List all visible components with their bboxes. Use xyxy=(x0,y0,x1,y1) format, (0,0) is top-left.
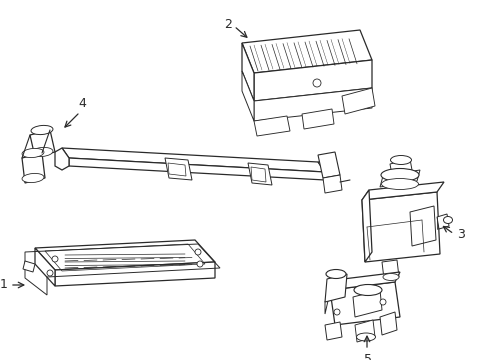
Polygon shape xyxy=(242,43,254,101)
Polygon shape xyxy=(22,153,45,183)
Polygon shape xyxy=(23,261,35,272)
Circle shape xyxy=(334,309,340,315)
Ellipse shape xyxy=(326,270,346,279)
Polygon shape xyxy=(437,214,449,229)
Polygon shape xyxy=(353,290,382,317)
Ellipse shape xyxy=(22,174,44,183)
Polygon shape xyxy=(325,274,347,302)
Polygon shape xyxy=(35,240,215,270)
Polygon shape xyxy=(380,312,397,335)
Circle shape xyxy=(52,256,58,262)
Ellipse shape xyxy=(391,156,412,165)
Polygon shape xyxy=(62,148,325,172)
Text: 1: 1 xyxy=(0,279,8,292)
Circle shape xyxy=(195,249,201,255)
Polygon shape xyxy=(254,88,372,121)
Polygon shape xyxy=(325,280,335,314)
Polygon shape xyxy=(55,148,69,170)
Circle shape xyxy=(313,79,321,87)
Polygon shape xyxy=(165,158,192,180)
Polygon shape xyxy=(318,152,340,178)
Polygon shape xyxy=(35,248,55,286)
Polygon shape xyxy=(323,175,342,193)
Ellipse shape xyxy=(354,284,382,296)
Polygon shape xyxy=(242,71,254,121)
Polygon shape xyxy=(342,88,375,114)
Polygon shape xyxy=(362,190,372,262)
Polygon shape xyxy=(325,322,342,340)
Polygon shape xyxy=(30,130,55,157)
Polygon shape xyxy=(254,60,372,101)
Text: 5: 5 xyxy=(364,353,372,360)
Circle shape xyxy=(197,261,203,267)
Text: 3: 3 xyxy=(457,229,465,242)
Text: 4: 4 xyxy=(78,97,86,110)
Polygon shape xyxy=(248,163,272,185)
Ellipse shape xyxy=(31,147,53,157)
Ellipse shape xyxy=(383,274,399,280)
Polygon shape xyxy=(69,158,325,180)
Polygon shape xyxy=(382,260,399,279)
Polygon shape xyxy=(55,262,215,286)
Ellipse shape xyxy=(22,148,44,158)
Ellipse shape xyxy=(443,216,452,224)
Ellipse shape xyxy=(357,333,375,341)
Polygon shape xyxy=(362,182,444,200)
Circle shape xyxy=(380,299,386,305)
Polygon shape xyxy=(330,272,400,290)
Polygon shape xyxy=(330,282,400,325)
Polygon shape xyxy=(390,159,412,175)
Circle shape xyxy=(47,270,53,276)
Polygon shape xyxy=(380,170,420,187)
Polygon shape xyxy=(254,116,290,136)
Text: 2: 2 xyxy=(224,18,232,31)
Polygon shape xyxy=(355,320,375,342)
Ellipse shape xyxy=(382,179,418,189)
Polygon shape xyxy=(302,109,334,129)
Polygon shape xyxy=(318,160,333,172)
Ellipse shape xyxy=(31,125,53,135)
Polygon shape xyxy=(362,192,440,262)
Polygon shape xyxy=(410,206,436,246)
Polygon shape xyxy=(242,30,372,73)
Ellipse shape xyxy=(381,168,419,181)
